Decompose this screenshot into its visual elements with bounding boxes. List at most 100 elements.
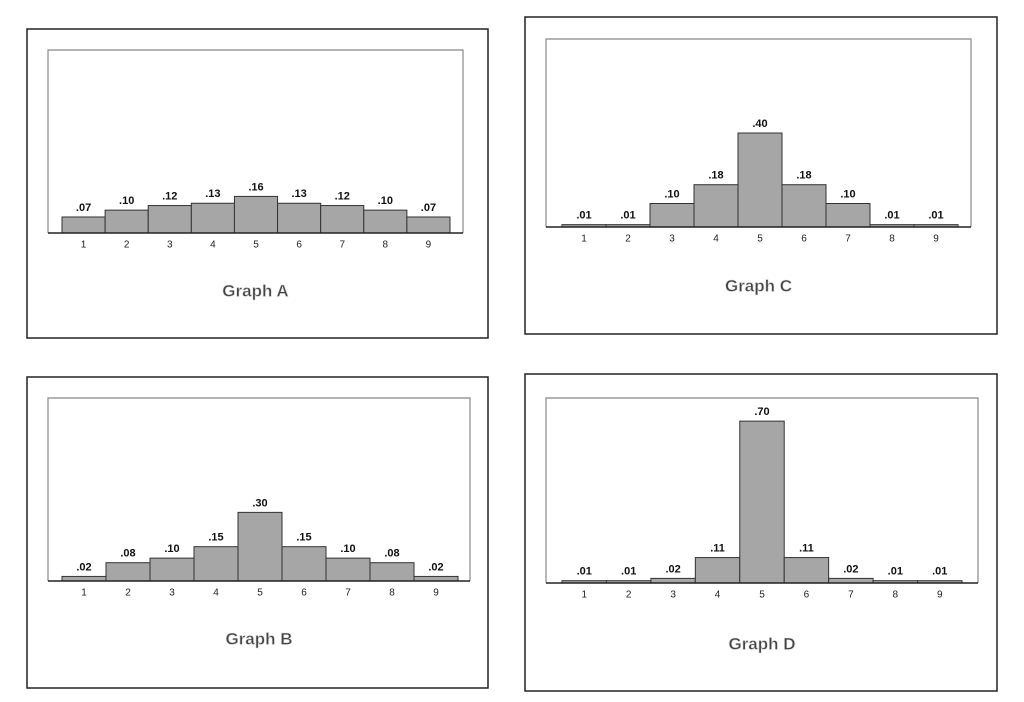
x-tick-label: 3 [669,234,675,245]
value-label: .10 [840,188,855,200]
value-label: .30 [252,497,267,509]
chart-panel: .01 1 .01 2 .10 3 .18 4 .40 5 .18 6 .10 7 .01 8 .01 9 Grap… [524,16,998,335]
x-tick-label: 8 [389,588,395,599]
chart-title: Graph B [225,629,292,648]
value-label: .08 [120,548,135,560]
x-tick-label: 3 [169,588,175,599]
chart-panel: .07 1 .10 2 .12 3 .13 4 .16 5 .13 6 .12 7 .10 8 .07 9 Grap… [26,28,489,339]
value-label: .40 [752,118,767,130]
value-label: .01 [621,566,636,578]
bar [61,216,106,234]
x-tick-label: 9 [426,240,432,251]
value-label: .01 [932,566,947,578]
value-label: .11 [710,542,725,554]
value-label: .12 [162,190,177,202]
x-tick-label: 5 [759,590,765,601]
value-label: .10 [164,543,179,555]
bar [369,562,415,582]
x-tick-label: 7 [339,240,345,251]
x-tick-label: 8 [893,590,899,601]
value-label: .70 [754,406,769,418]
value-label: .01 [577,566,592,578]
plot-frame [545,397,979,583]
x-tick-label: 2 [124,240,130,251]
x-tick-label: 2 [625,234,631,245]
chart-panel: .01 1 .01 2 .02 3 .11 4 .70 5 .11 6 .02 7 .01 8 .01 9 Grap… [524,373,998,692]
x-tick-label: 6 [801,234,807,245]
bar [233,195,279,234]
value-label: .02 [843,563,858,575]
x-tick-label: 6 [301,588,307,599]
value-label: .16 [248,181,263,193]
bar [783,557,830,584]
x-tick-label: 8 [383,240,389,251]
value-label: .15 [296,532,311,544]
value-label: .07 [421,202,436,214]
bar [104,209,149,234]
x-tick-label: 4 [715,590,721,601]
x-tick-label: 3 [167,240,173,251]
bar [825,203,871,228]
value-label: .01 [620,210,635,222]
value-label: .10 [340,543,355,555]
bar [694,557,741,584]
x-tick-label: 7 [845,234,851,245]
x-tick-label: 4 [210,240,216,251]
panel-border [524,16,998,335]
x-tick-label: 1 [81,240,87,251]
x-tick-label: 5 [253,240,259,251]
x-tick-label: 7 [345,588,351,599]
x-tick-label: 3 [670,590,676,601]
x-tick-label: 5 [757,234,763,245]
value-label: .10 [378,195,393,207]
bar [737,132,783,228]
chart-panel: .02 1 .08 2 .10 3 .15 4 .30 5 .15 6 .10 7 .08 8 .02 9 Grap… [26,376,489,689]
value-label: .15 [208,532,223,544]
bar [190,202,235,234]
value-label: .01 [576,210,591,222]
value-label: .10 [664,188,679,200]
value-label: .18 [708,170,723,182]
x-tick-label: 4 [713,234,719,245]
x-tick-label: 1 [581,590,587,601]
bar [739,420,785,584]
bar [693,184,739,228]
value-label: .11 [799,542,814,554]
x-tick-label: 7 [848,590,854,601]
value-label: .13 [205,188,220,200]
bar [147,205,192,234]
x-tick-label: 4 [213,588,219,599]
value-label: .18 [796,170,811,182]
plot-frame [47,397,471,581]
bar [325,557,371,582]
value-label: .01 [888,566,903,578]
panel-border [524,373,998,692]
bar [281,546,327,582]
bar [149,557,195,582]
value-label: .02 [428,561,443,573]
value-label: .08 [384,548,399,560]
value-label: .01 [884,210,899,222]
x-tick-label: 9 [933,234,939,245]
x-tick-label: 6 [804,590,810,601]
x-tick-label: 9 [433,588,439,599]
bar [277,202,322,234]
bar [649,203,695,228]
value-label: .02 [76,561,91,573]
x-tick-label: 2 [626,590,632,601]
panel-border [26,376,489,689]
bar [105,562,151,582]
value-label: .12 [335,190,350,202]
bar [406,216,451,234]
bar [781,184,827,228]
chart-title: Graph C [725,276,792,295]
value-label: .02 [665,563,680,575]
x-tick-label: 1 [81,588,87,599]
x-tick-label: 8 [889,234,895,245]
bar [320,205,365,234]
value-label: .07 [76,202,91,214]
value-label: .13 [291,188,306,200]
x-tick-label: 9 [937,590,943,601]
chart-title: Graph A [222,281,288,300]
